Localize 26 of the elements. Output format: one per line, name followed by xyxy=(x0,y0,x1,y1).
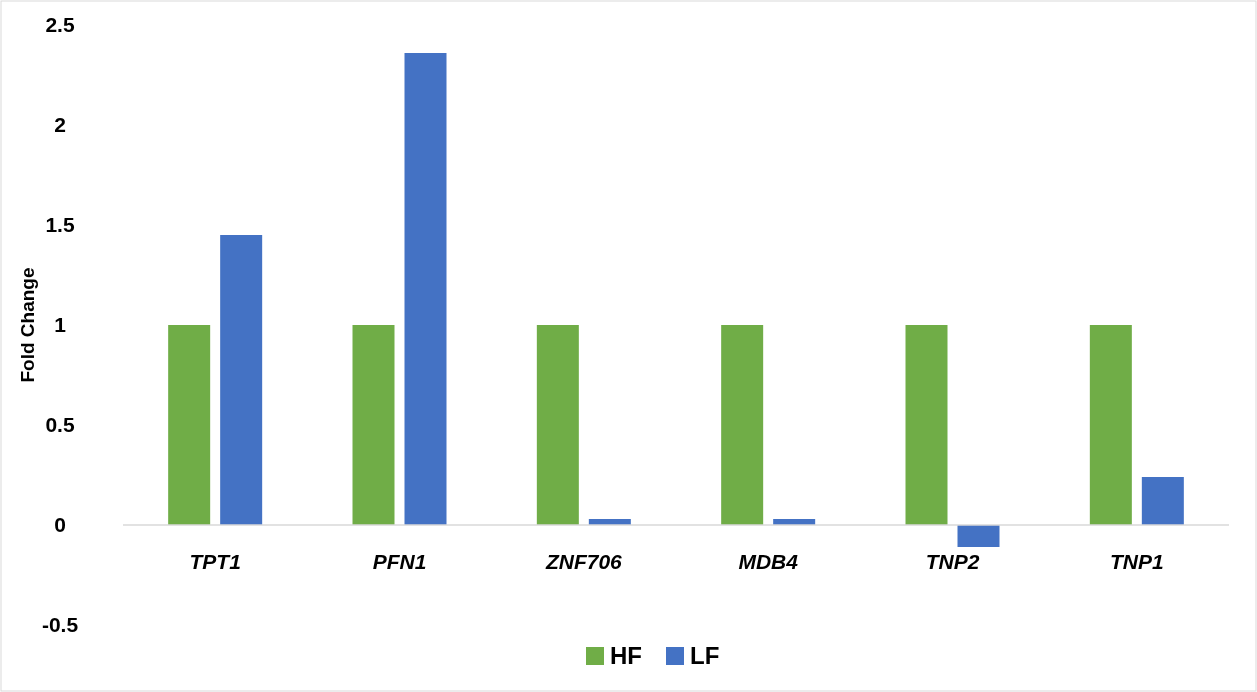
bar xyxy=(1089,325,1132,525)
x-tick-label: TNP1 xyxy=(1109,550,1164,573)
y-tick-label: 0 xyxy=(54,513,66,537)
y-tick-label: 2 xyxy=(54,113,66,137)
bar xyxy=(1141,477,1184,525)
y-tick-label: 1.5 xyxy=(45,213,75,237)
x-tick-label: PFN1 xyxy=(372,550,427,573)
bar xyxy=(220,235,263,525)
x-tick-label: MDB4 xyxy=(738,550,799,573)
y-tick-label: 1 xyxy=(54,313,67,337)
y-tick-label: 0.5 xyxy=(45,413,75,437)
bar xyxy=(352,325,395,525)
legend-label: HF xyxy=(610,642,642,670)
bar xyxy=(168,325,211,525)
x-tick-label: ZNF706 xyxy=(544,550,623,573)
x-tick-label: TNP2 xyxy=(925,550,980,573)
bar xyxy=(957,525,1000,547)
legend-label: LF xyxy=(690,642,720,670)
y-tick-label: 2.5 xyxy=(45,13,75,37)
bar xyxy=(404,53,447,525)
x-tick-label: TPT1 xyxy=(189,550,241,573)
y-axis-title: Fold Change xyxy=(17,267,38,383)
bar xyxy=(905,325,948,525)
y-tick-label: -0.5 xyxy=(41,613,79,637)
bar xyxy=(721,325,764,525)
bar xyxy=(536,325,579,525)
